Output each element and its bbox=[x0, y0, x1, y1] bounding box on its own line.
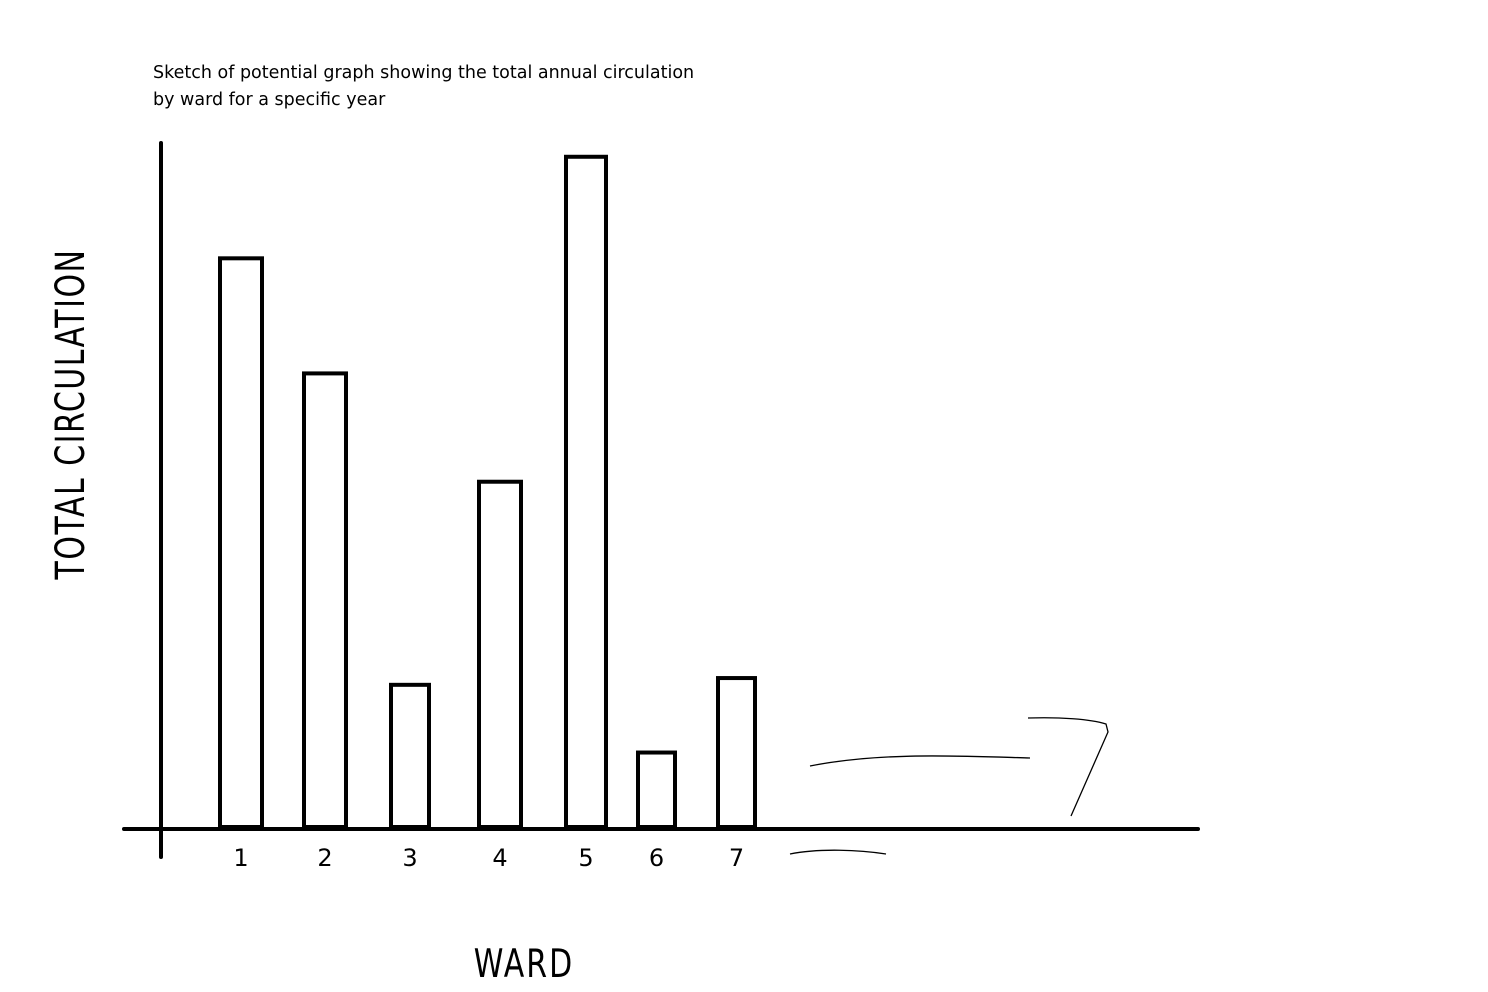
bar-ward-7 bbox=[716, 676, 757, 829]
tick-label-ward-1: 1 bbox=[233, 844, 248, 872]
bar-ward-6 bbox=[636, 750, 677, 830]
bar-ward-5 bbox=[564, 154, 608, 829]
continuation-stroke bbox=[809, 755, 1031, 767]
y-axis-label: TOTAL CIRCULATION bbox=[48, 249, 95, 581]
tick-labels-group: 1 2 3 4 5 6 7 bbox=[233, 844, 744, 872]
bar-ward-4 bbox=[477, 479, 523, 829]
bar-ward-2 bbox=[302, 371, 348, 829]
tick-label-ward-3: 3 bbox=[402, 844, 417, 872]
continuation-stroke bbox=[1027, 717, 1109, 817]
continuation-stroke bbox=[789, 849, 887, 855]
caption-line-2: by ward for a specific year bbox=[153, 90, 386, 110]
chart-caption: Sketch of potential graph showing the to… bbox=[153, 60, 793, 114]
tick-label-ward-4: 4 bbox=[492, 844, 507, 872]
bars-group bbox=[218, 154, 757, 830]
tick-label-ward-5: 5 bbox=[578, 844, 593, 872]
caption-line-1: Sketch of potential graph showing the to… bbox=[153, 63, 695, 83]
tick-label-ward-2: 2 bbox=[317, 844, 332, 872]
tick-label-ward-6: 6 bbox=[649, 844, 664, 872]
x-axis-label: WARD bbox=[474, 942, 574, 987]
bar-ward-3 bbox=[389, 682, 431, 830]
tick-label-ward-7: 7 bbox=[729, 844, 744, 872]
bar-ward-1 bbox=[218, 256, 264, 829]
